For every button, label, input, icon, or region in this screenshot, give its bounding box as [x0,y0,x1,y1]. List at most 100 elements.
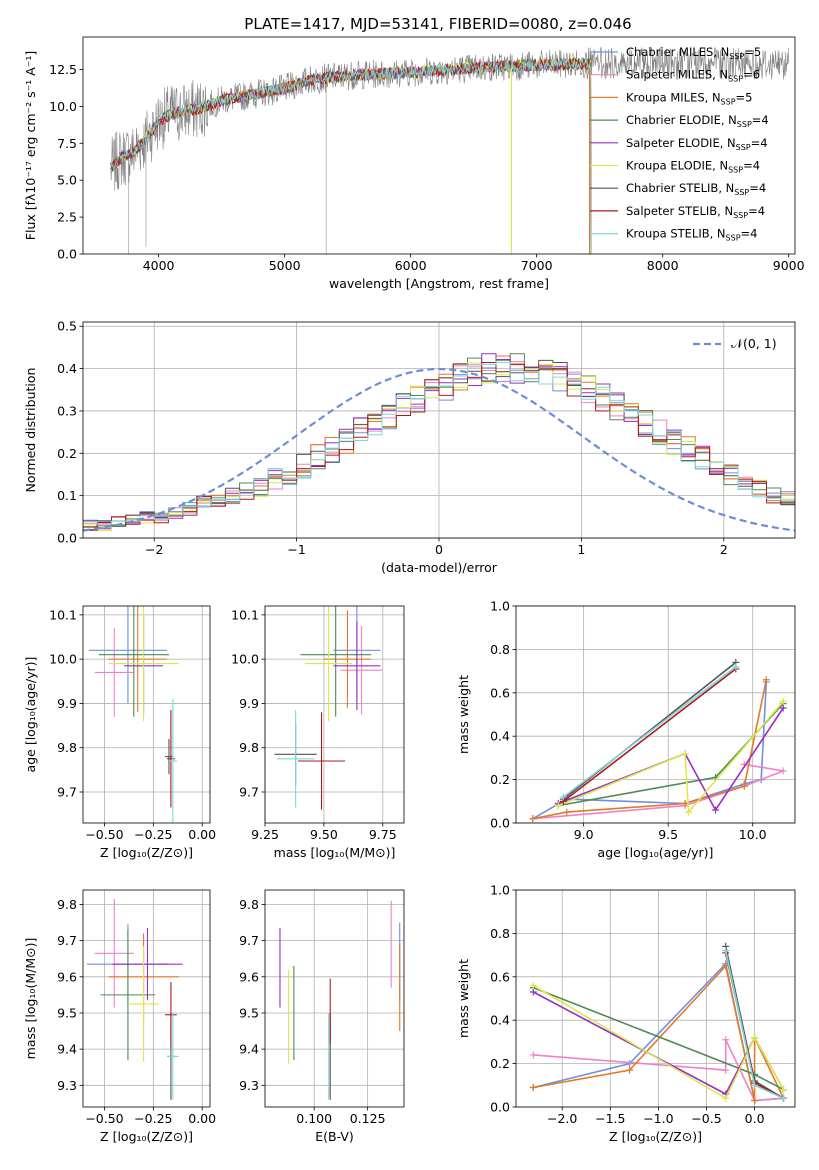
model-line-chabrier-stelib [110,58,592,254]
weight-marker-salpeter-miles [722,1036,730,1044]
panel-massweight-vs-Z: −2.0 −1.5 −1.0 −0.5 0.0 0.0 0.2 0.4 0.6 0.8 1.0 Z [… [456,883,796,1144]
panel-mass-vs-Z: −0.50 −0.25 0.00 9.3 9.4 9.5 9.6 9.7 9.8 Z [log₁₀… [23,889,216,1144]
legend-label-kroupa-elodie: Kroupa ELODIE, NSSP=4 [626,159,760,175]
legend-label-kroupa-miles: Kroupa MILES, NSSP=5 [626,90,752,106]
y-tick-label: 9.6 [57,969,77,984]
x-tick-label: 9.50 [310,827,338,842]
y-tick-label: 10.0 [49,652,77,667]
weight-marker-kroupa-elodie [779,1086,787,1094]
weight-line-salpeter-elodie [558,707,784,812]
weight-marker-kroupa-elodie [554,802,562,810]
y-tick-label: 0.0 [490,1100,510,1115]
x-tick-label: 9.25 [251,827,279,842]
panel-age-vs-Z: −0.50 −0.25 0.00 9.7 9.8 9.9 10.0 10.1 Z [log₁₀(… [23,605,216,860]
legend-label-normal: 𝒩(0, 1) [731,336,777,351]
x-axis-label: wavelength [Angstrom, rest frame] [329,276,549,291]
x-axis-label: Z [log₁₀(Z/Z⊙)] [100,1129,193,1144]
y-tick-label: 0.4 [490,729,510,744]
weight-line-kroupa-elodie [557,700,784,815]
panel-massweight-vs-age: 9.0 9.5 10.0 0.0 0.2 0.4 0.6 0.8 1.0 age [log₁₀(a… [456,599,796,860]
axes-frame [82,605,211,824]
spectrum-legend: Chabrier MILES, NSSP=5 Salpeter MILES, NS… [590,45,769,243]
panel-spectrum: 4000 5000 6000 7000 8000 9000 0.0 2.5 5.0 7.5 10.0… [23,36,805,291]
weight-marker-kroupa-miles [529,815,537,823]
model-line-salpeter-stelib [110,57,592,254]
y-axis-label: mass [log₁₀(M/M⊙)] [23,938,38,1060]
y-tick-label: 0.0 [57,531,77,546]
legend-label-salpeter-miles: Salpeter MILES, NSSP=6 [626,68,760,84]
x-tick-label: −2 [145,542,163,557]
axes-frame [264,889,405,1108]
weight-marker-kroupa-elodie [684,808,692,816]
y-tick-label: 0.0 [490,816,510,831]
weight-marker-kroupa-elodie [529,981,537,989]
normal-curve [82,367,796,532]
y-tick-label: 9.4 [239,1042,259,1057]
legend-label-chabrier-stelib: Chabrier STELIB, NSSP=4 [626,181,766,197]
weight-line-chabrier-stelib [562,661,737,800]
y-tick-label: 2.5 [57,210,77,225]
y-tick-label: 0.2 [57,446,77,461]
y-tick-label: 9.7 [239,933,259,948]
weight-marker-chabrier-miles [626,1060,634,1068]
weight-marker-kroupa-miles [529,1083,537,1091]
weight-marker-kroupa-stelib [751,1081,759,1089]
x-tick-label: 9.0 [574,827,594,842]
x-tick-label: 6000 [395,258,427,273]
x-tick-label: 10.0 [739,827,767,842]
axes-frame [515,605,796,824]
legend-label-kroupa-stelib: Kroupa STELIB, NSSP=4 [626,227,757,243]
weight-marker-salpeter-miles [529,1051,537,1059]
y-axis-label: mass weight [456,675,471,754]
x-axis-label: (data-model)/error [381,560,498,575]
y-tick-label: 7.5 [57,136,77,151]
y-tick-label: 0.5 [57,319,77,334]
weight-marker-salpeter-elodie [712,806,720,814]
y-tick-label: 1.0 [490,599,510,614]
legend-label-chabrier-elodie: Chabrier ELODIE, NSSP=4 [626,113,769,129]
y-tick-label: 9.7 [239,785,259,800]
weight-marker-kroupa-stelib [732,663,740,671]
x-tick-label: −1.0 [643,1111,673,1126]
y-tick-label: 9.8 [239,897,259,912]
legend-label-salpeter-stelib: Salpeter STELIB, NSSP=4 [626,204,765,220]
weight-marker-salpeter-miles [722,1066,730,1074]
y-tick-label: 0.2 [490,1056,510,1071]
x-tick-label: 7000 [521,258,553,273]
weight-marker-salpeter-miles [779,767,787,775]
axes-frame [82,36,796,255]
weight-marker-salpeter-elodie [529,988,537,996]
y-tick-label: 9.7 [57,785,77,800]
x-tick-label: 8000 [647,258,679,273]
model-line-kroupa-miles [110,58,592,254]
weight-marker-kroupa-elodie [751,1034,759,1042]
axes-frame [264,605,405,824]
x-tick-label: 5000 [269,258,301,273]
x-tick-label: −0.50 [85,827,123,842]
x-tick-label: 0.00 [188,1111,216,1126]
panel-age-vs-mass: 9.25 9.50 9.75 9.7 9.8 9.9 10.0 10.1 mass [log₁₀… [231,605,405,860]
y-tick-label: 9.8 [239,740,259,755]
weight-line-kroupa-stelib [562,666,737,798]
x-axis-label: Z [log₁₀(Z/Z⊙)] [609,1129,702,1144]
x-tick-label: 0 [435,542,443,557]
x-tick-label: 0.00 [188,827,216,842]
y-tick-label: 10.1 [231,607,259,622]
y-tick-label: 9.9 [57,696,77,711]
model-line-chabrier-miles [110,57,592,254]
y-axis-label: mass weight [456,959,471,1038]
model-line-kroupa-elodie [110,56,592,254]
y-tick-label: 9.9 [239,696,259,711]
hist-step-kroupa-stelib [83,362,795,525]
y-tick-label: 10.1 [49,607,77,622]
x-tick-label: −0.25 [134,1111,172,1126]
model-line-salpeter-miles [110,57,592,254]
y-tick-label: 9.5 [57,1005,77,1020]
weight-marker-kroupa-stelib [559,793,567,801]
weight-marker-kroupa-stelib [779,1094,787,1102]
y-tick-label: 0.4 [490,1013,510,1028]
x-tick-label: −1.5 [595,1111,625,1126]
weight-marker-salpeter-elodie [779,704,787,712]
hist-step-salpeter-stelib [83,362,795,531]
y-tick-label: 10.0 [49,99,77,114]
